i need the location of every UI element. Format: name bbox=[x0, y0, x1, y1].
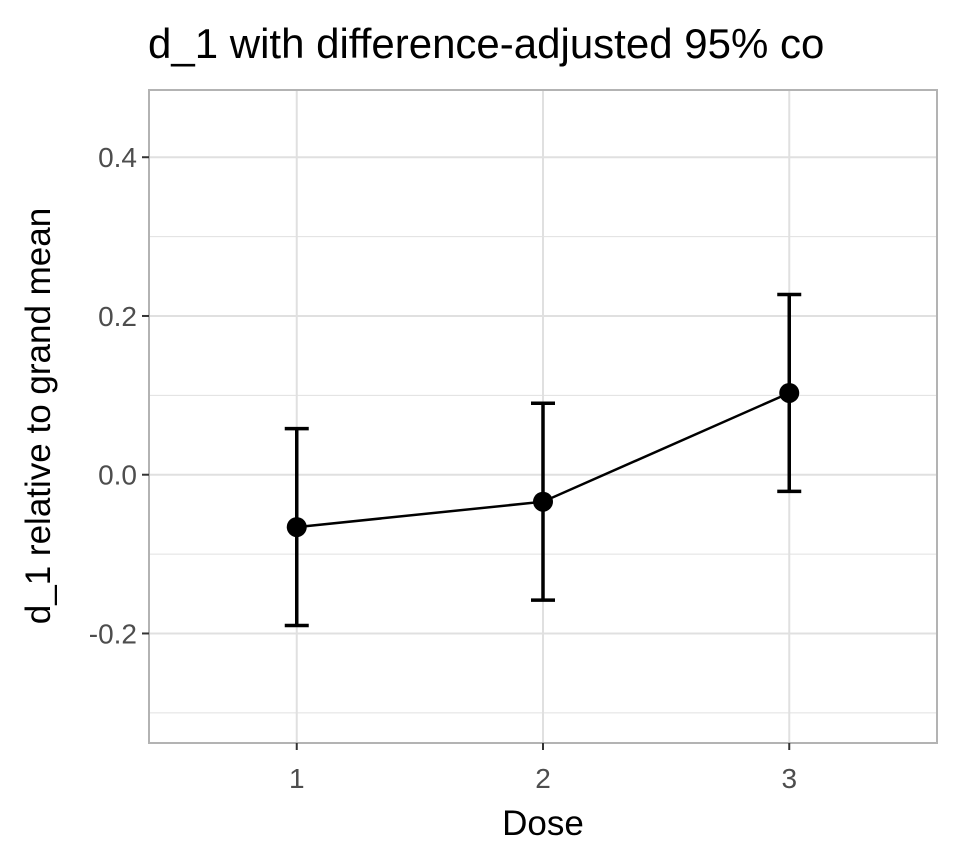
x-tick-label: 3 bbox=[781, 763, 797, 794]
data-point bbox=[286, 517, 307, 538]
y-axis-title: d_1 relative to grand mean bbox=[19, 208, 58, 624]
x-tick-label: 1 bbox=[289, 763, 305, 794]
y-tick-label: 0.2 bbox=[98, 301, 137, 332]
data-point bbox=[533, 491, 553, 512]
x-tick-label: 2 bbox=[535, 763, 551, 794]
chart-title: d_1 with difference-adjusted 95% co bbox=[148, 20, 824, 67]
y-tick-label: 0.0 bbox=[98, 460, 137, 491]
y-tick-label: 0.4 bbox=[98, 142, 137, 173]
y-tick-label: -0.2 bbox=[89, 618, 137, 649]
data-point bbox=[779, 382, 800, 403]
plot-panel: -0.2 0.0 0.2 0.4 1 2 3 bbox=[89, 89, 938, 794]
x-axis-title: Dose bbox=[502, 804, 584, 843]
